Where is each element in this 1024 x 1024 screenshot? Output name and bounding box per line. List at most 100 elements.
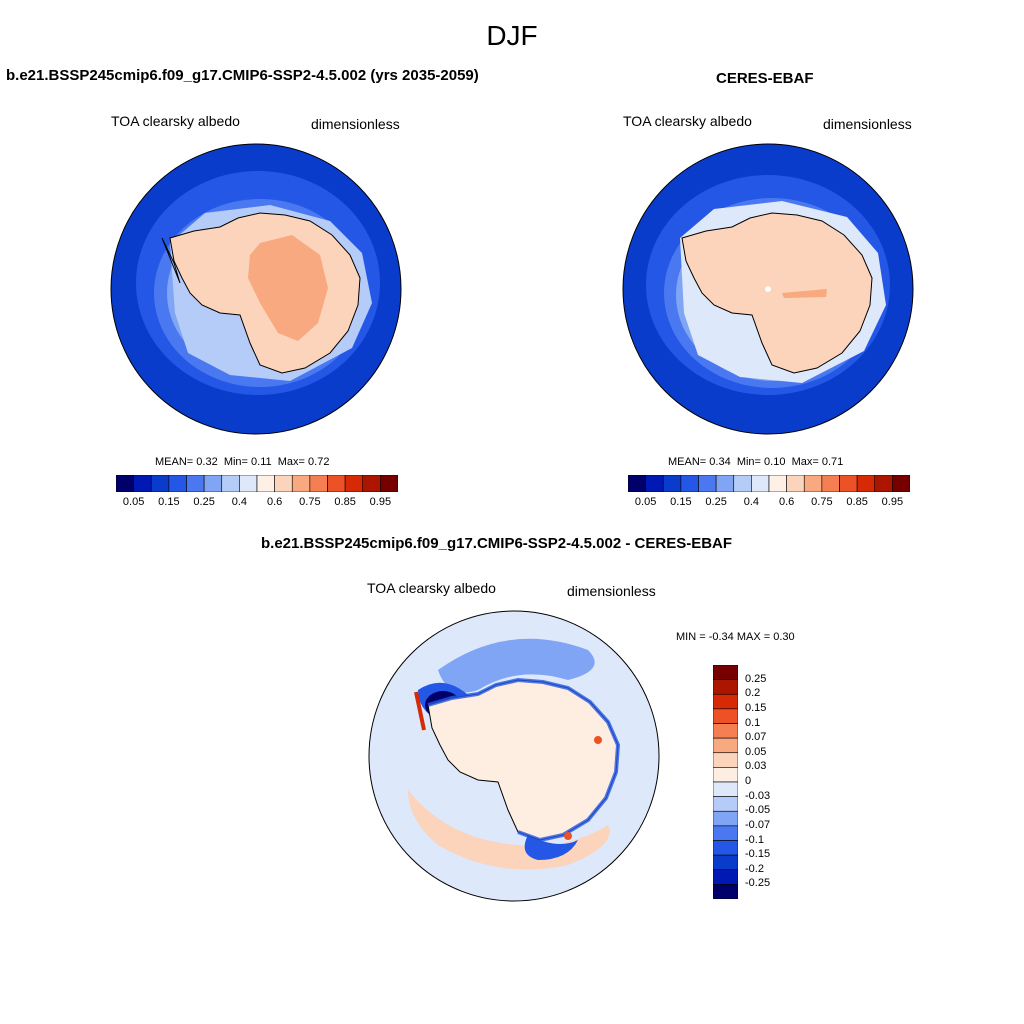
colorbar-label: 0.4 — [743, 496, 760, 508]
obs-variable-label: TOA clearsky albedo — [623, 113, 752, 129]
diff-positive-spot-2 — [564, 832, 572, 840]
colorbar-label: 0.75 — [299, 496, 321, 508]
colorbar-swatch — [803, 475, 823, 492]
colorbar-label: 0.2 — [745, 687, 761, 700]
colorbar-swatch — [291, 475, 311, 492]
stat-min-value: 0.10 — [764, 456, 786, 468]
stat-min-label: Min= — [223, 456, 248, 468]
model-stats: MEAN= 0.32 Min= 0.11 Max= 0.72 — [155, 456, 329, 468]
colorbar-swatch — [713, 840, 738, 856]
colorbar-label: 0.4 — [231, 496, 248, 508]
model-units-label: dimensionless — [311, 116, 400, 132]
colorbar-label: 0.95 — [369, 496, 392, 508]
colorbar-swatch — [733, 475, 752, 492]
diff-negative-arc — [438, 638, 595, 693]
stat-mean-value: 0.34 — [709, 456, 731, 468]
colorbar-label: 0 — [745, 775, 752, 787]
colorbar-swatch — [274, 475, 293, 492]
model-polar-map — [110, 143, 402, 435]
diff-colorbar-labels: 0.25 0.2 0.15 0.1 0.07 0.05 0.03 0 -0.03 -0.05 -0.… — [745, 665, 785, 899]
model-variable-label: TOA clearsky albedo — [111, 113, 240, 129]
colorbar-label: -0.05 — [745, 804, 771, 817]
colorbar-label: -0.15 — [745, 848, 771, 861]
diff-coastal-negative-ring — [427, 677, 621, 843]
stat-min-value: 0.11 — [251, 456, 272, 468]
obs-units-label: dimensionless — [823, 116, 912, 132]
colorbar-label: 0.07 — [745, 731, 767, 744]
colorbar-swatch — [713, 869, 738, 885]
model-peninsula — [161, 237, 181, 284]
colorbar-swatch — [713, 679, 738, 695]
colorbar-swatch — [892, 475, 910, 492]
obs-panel-title: CERES-EBAF — [716, 70, 814, 87]
colorbar-swatch — [133, 475, 152, 492]
obs-stats: MEAN= 0.34 Min= 0.10 Max= 0.71 — [668, 456, 843, 468]
stat-max-label: Max= — [791, 456, 819, 468]
colorbar-swatch — [662, 475, 682, 492]
stat-mean-label: MEAN= — [155, 456, 194, 468]
colorbar-label: 0.25 — [193, 496, 215, 508]
colorbar-swatch — [309, 475, 328, 492]
stat-max-value: 0.71 — [821, 456, 844, 468]
diff-stats: MIN = -0.34 MAX = 0.30 — [676, 631, 795, 643]
colorbar-label: 0.6 — [266, 496, 283, 508]
colorbar-swatch — [713, 693, 738, 710]
colorbar-label: 0.03 — [745, 760, 767, 773]
model-map-border — [110, 143, 402, 435]
stat-min-label: MIN = — [676, 631, 706, 643]
colorbar-label: -0.03 — [745, 789, 771, 802]
colorbar-swatch — [713, 810, 738, 827]
colorbar-swatch — [874, 475, 893, 492]
obs-ice-streak — [782, 289, 827, 298]
stat-mean-value: 0.32 — [196, 456, 218, 468]
colorbar-swatch — [713, 708, 738, 724]
colorbar-label: -0.1 — [745, 833, 764, 846]
colorbar-label: 0.85 — [334, 496, 356, 508]
colorbar-label: 0.1 — [745, 716, 761, 729]
model-colorbar-labels: 0.05 0.15 0.25 0.4 0.6 0.75 0.85 0.95 — [116, 496, 398, 510]
colorbar-swatch — [645, 475, 664, 492]
colorbar-swatch — [327, 475, 346, 492]
model-panel-title: b.e21.BSSP245cmip6.f09_g17.CMIP6-SSP2-4.… — [6, 67, 479, 84]
colorbar-swatch — [698, 475, 717, 492]
stat-max-value: 0.30 — [773, 631, 795, 643]
diff-map-border — [368, 610, 660, 902]
colorbar-swatch — [751, 475, 770, 492]
obs-map-border — [622, 143, 914, 435]
diff-positive-spot-1 — [594, 736, 602, 744]
colorbar-swatch — [713, 796, 738, 812]
stat-max-label: Max= — [277, 456, 305, 468]
colorbar-label: 0.95 — [881, 496, 904, 508]
colorbar-swatch — [713, 781, 738, 797]
colorbar-swatch — [713, 665, 738, 680]
diff-colorbar — [713, 665, 738, 899]
colorbar-swatch — [713, 854, 738, 871]
colorbar-swatch — [239, 475, 258, 492]
colorbar-swatch — [186, 475, 205, 492]
colorbar-label: 0.15 — [745, 701, 767, 714]
colorbar-swatch — [713, 825, 738, 841]
colorbar-swatch — [116, 475, 134, 492]
colorbar-label: -0.25 — [745, 877, 771, 890]
obs-colorbar — [628, 475, 910, 492]
colorbar-swatch — [713, 752, 738, 768]
stat-max-label: MAX = — [736, 631, 771, 643]
colorbar-swatch — [715, 475, 735, 492]
stat-mean-label: MEAN= — [668, 456, 707, 468]
colorbar-label: 0.25 — [705, 496, 727, 508]
colorbar-swatch — [713, 723, 738, 739]
colorbar-swatch — [713, 767, 738, 783]
colorbar-label: 0.6 — [778, 496, 795, 508]
colorbar-label: 0.05 — [745, 745, 767, 758]
colorbar-swatch — [380, 475, 398, 492]
obs-colorbar-labels: 0.05 0.15 0.25 0.4 0.6 0.75 0.85 0.95 — [628, 496, 910, 510]
colorbar-swatch — [221, 475, 240, 492]
stat-max-value: 0.72 — [308, 456, 330, 468]
colorbar-swatch — [839, 475, 858, 492]
colorbar-label: 0.05 — [122, 496, 145, 508]
stat-min-label: Min= — [736, 456, 761, 468]
colorbar-swatch — [344, 475, 364, 492]
colorbar-label: 0.75 — [811, 496, 833, 508]
colorbar-swatch — [786, 475, 805, 492]
diff-panel-title: b.e21.BSSP245cmip6.f09_g17.CMIP6-SSP2-4.… — [261, 535, 733, 552]
